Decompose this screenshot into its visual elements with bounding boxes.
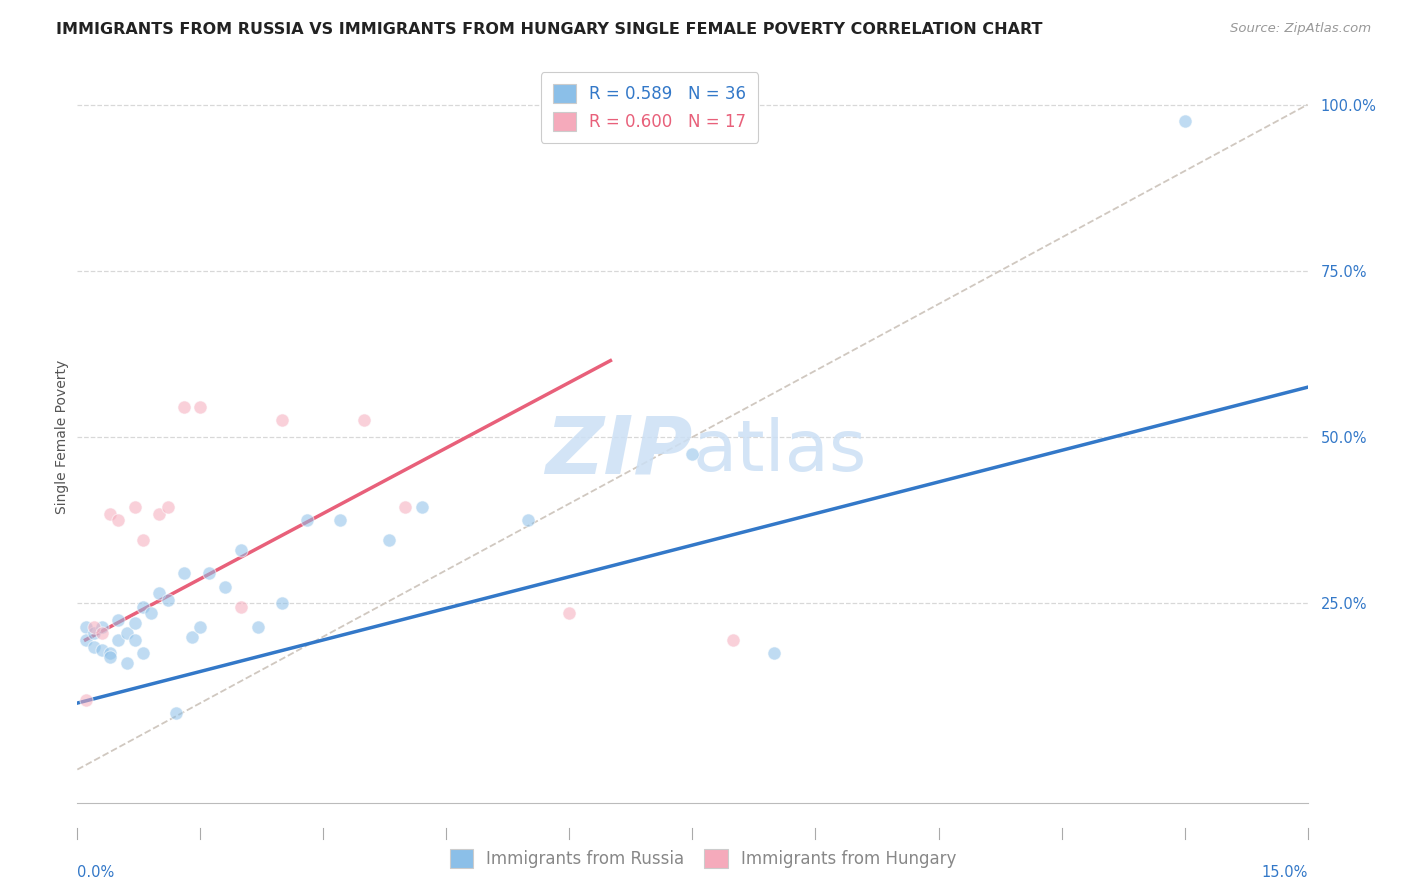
- Point: [378, 533, 401, 548]
- Point: [90, 643, 114, 657]
- Text: IMMIGRANTS FROM RUSSIA VS IMMIGRANTS FROM HUNGARY SINGLE FEMALE POVERTY CORRELAT: IMMIGRANTS FROM RUSSIA VS IMMIGRANTS FRO…: [56, 22, 1043, 37]
- Point: [124, 500, 146, 514]
- Point: [115, 626, 138, 640]
- Point: [682, 447, 704, 461]
- Point: [115, 656, 138, 670]
- Point: [83, 640, 105, 654]
- Point: [246, 619, 269, 633]
- Text: ZIP: ZIP: [546, 413, 693, 491]
- Point: [156, 593, 179, 607]
- Point: [231, 599, 253, 614]
- Text: atlas: atlas: [693, 417, 868, 486]
- Legend: R = 0.589   N = 36, R = 0.600   N = 17: R = 0.589 N = 36, R = 0.600 N = 17: [541, 72, 758, 143]
- Point: [329, 513, 352, 527]
- Point: [75, 632, 97, 647]
- Point: [83, 619, 105, 633]
- Point: [411, 500, 433, 514]
- Point: [132, 599, 155, 614]
- Point: [214, 580, 236, 594]
- Point: [75, 692, 97, 706]
- Point: [394, 500, 416, 514]
- Point: [132, 646, 155, 660]
- Point: [90, 619, 114, 633]
- Point: [107, 613, 129, 627]
- Point: [83, 626, 105, 640]
- Point: [165, 706, 187, 720]
- Point: [98, 649, 121, 664]
- Point: [271, 413, 294, 427]
- Point: [763, 646, 786, 660]
- Point: [107, 632, 129, 647]
- Point: [558, 607, 581, 621]
- Point: [98, 646, 121, 660]
- Point: [197, 566, 219, 581]
- Point: [1174, 114, 1197, 128]
- Point: [173, 400, 195, 414]
- Point: [295, 513, 318, 527]
- Point: [188, 400, 212, 414]
- Point: [90, 626, 114, 640]
- Point: [132, 533, 155, 548]
- Point: [75, 619, 97, 633]
- Point: [353, 413, 375, 427]
- Point: [107, 513, 129, 527]
- Point: [723, 632, 745, 647]
- Point: [181, 630, 204, 644]
- Text: 0.0%: 0.0%: [77, 865, 114, 880]
- Point: [231, 543, 253, 558]
- Y-axis label: Single Female Poverty: Single Female Poverty: [55, 360, 69, 514]
- Legend: Immigrants from Russia, Immigrants from Hungary: Immigrants from Russia, Immigrants from …: [443, 842, 963, 875]
- Point: [124, 616, 146, 631]
- Text: Source: ZipAtlas.com: Source: ZipAtlas.com: [1230, 22, 1371, 36]
- Point: [271, 596, 294, 610]
- Point: [148, 586, 170, 600]
- Point: [156, 500, 179, 514]
- Point: [517, 513, 540, 527]
- Point: [173, 566, 195, 581]
- Point: [148, 507, 170, 521]
- Text: 15.0%: 15.0%: [1261, 865, 1308, 880]
- Point: [188, 619, 212, 633]
- Point: [124, 632, 146, 647]
- Point: [98, 507, 121, 521]
- Point: [141, 607, 163, 621]
